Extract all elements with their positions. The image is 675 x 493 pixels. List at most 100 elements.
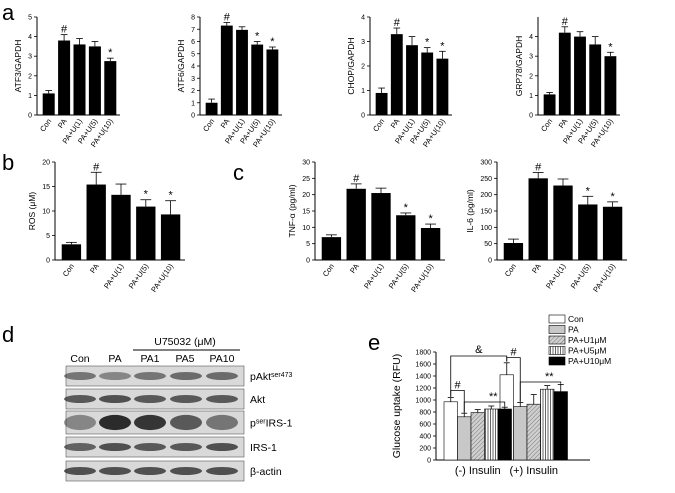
significance-mark: *: [610, 191, 615, 203]
significance-mark: *: [404, 202, 409, 214]
blot-row-label: β-actin: [250, 466, 282, 478]
blot-band: [206, 414, 238, 431]
blot-band: [99, 414, 131, 431]
legend-label: PA+U10μM: [568, 356, 611, 366]
blot-band: [206, 443, 238, 451]
significance-mark: *: [144, 189, 149, 201]
y-axis-label: CHOP/GAPDH: [346, 37, 356, 94]
blot-band: [170, 372, 202, 380]
significance-mark: #: [562, 16, 569, 28]
blot-band: [134, 467, 166, 475]
bar-Con: [375, 92, 388, 115]
y-tick-label: 20: [302, 192, 310, 199]
bar-PA: [390, 34, 403, 115]
y-tick-label: 15: [42, 184, 50, 191]
x-tick-label: PA: [219, 117, 232, 130]
x-tick-label: PA+U(1): [102, 262, 126, 291]
y-tick-label: 5: [46, 233, 50, 240]
bar-Con: [42, 93, 55, 115]
y-tick-label: 2: [28, 73, 32, 80]
x-tick-label: PA+U(5): [569, 262, 593, 291]
blot-band: [206, 372, 238, 380]
treatment-header: U75032 (μM): [154, 336, 216, 348]
bar-Con: [543, 94, 556, 115]
significance-mark: #: [394, 17, 401, 29]
bar-PA+U(10): [266, 49, 279, 115]
bar-PA: [558, 32, 571, 115]
y-tick-label: 100: [480, 225, 492, 232]
bar-PA+U(1): [371, 193, 391, 260]
label-superscript: ser: [256, 418, 266, 425]
comparison-line-neg-treat: [463, 401, 506, 413]
x-tick-label: PA+U(1): [362, 262, 386, 291]
y-axis-label: ATF6/GAPDH: [176, 40, 186, 93]
y-tick-label: 50: [484, 241, 492, 248]
lane-label-pa: PA: [108, 353, 121, 365]
legend-label: PA: [568, 325, 579, 335]
blot-band: [99, 443, 131, 451]
y-tick-label: 10: [302, 225, 310, 232]
blot-band: [134, 395, 166, 403]
legend-swatch: [548, 335, 566, 345]
label-superscript: ser473: [271, 372, 293, 379]
bar-PA: [58, 40, 71, 115]
bar-PA: [220, 25, 233, 116]
chart-tnfa: 0 5 10 15 20 25 30 TNF-α (pg/ml) Con # PA PA+U(1) * P…: [287, 160, 445, 294]
bar-PA+U(5): [136, 206, 156, 260]
legend-swatch: [548, 314, 566, 324]
significance-mark: *: [586, 185, 591, 197]
significance-ampersand: &: [475, 344, 483, 356]
blot-row-label: Akt: [250, 394, 265, 406]
label-prefix: p: [250, 418, 256, 430]
western-blot: Con PA PA1 PA5 PA10 U75032 (μM) pAktser4…: [64, 336, 293, 482]
y-tick-label: 4: [361, 15, 365, 22]
significance-mark: *: [425, 37, 430, 49]
group-label: (-) Insulin: [455, 465, 501, 477]
label-main: β-actin: [250, 466, 282, 478]
x-tick-label: PA+U(10): [591, 262, 617, 294]
x-tick-label: Con: [539, 117, 554, 133]
significance-mark: *: [608, 41, 613, 53]
significance-mark: #: [224, 12, 231, 24]
x-tick-label: Con: [371, 117, 386, 133]
y-tick-label: 250: [480, 176, 492, 183]
y-tick-label: 10: [42, 209, 50, 216]
x-tick-label: PA: [389, 117, 402, 130]
significance-hash-pos: #: [510, 347, 517, 359]
bar-PA+U(10): [602, 206, 623, 260]
y-axis-label: ATF3/GAPDH: [13, 40, 23, 93]
x-tick-label: PA: [348, 262, 361, 275]
bar-PA+U(10): [436, 58, 449, 115]
bar-PA+U(10): [104, 61, 117, 115]
blot-band: [170, 467, 202, 475]
significance-double-star: **: [489, 391, 498, 403]
lane-label-con: Con: [70, 353, 89, 365]
y-axis-label: Glucose uptake (RFU): [391, 354, 403, 458]
lane-label-pa10: PA10: [210, 353, 235, 365]
y-tick-label: 200: [419, 446, 431, 453]
y-tick-label: 1800: [415, 350, 431, 357]
y-tick-label: 1000: [415, 398, 431, 405]
bar-PA+U(1): [73, 44, 86, 115]
significance-double-star-pos: **: [545, 371, 554, 383]
y-tick-label: 15: [302, 209, 310, 216]
legend-swatch: [548, 346, 566, 355]
blot-row-label: pAktser473: [250, 371, 293, 383]
panel-letter-b: b: [2, 150, 14, 175]
y-tick-label: 8: [191, 15, 195, 22]
bar-PA+U5μM: [540, 388, 555, 461]
bar-PA+U1μM: [526, 403, 541, 461]
chart-chop: 01234CHOP/GAPDHCon#PAPA+U(1)*PA+U(5)*PA+…: [346, 15, 452, 149]
significance-mark: *: [270, 36, 275, 48]
x-tick-label: PA+U(10): [409, 262, 435, 294]
y-tick-label: 1200: [415, 386, 431, 393]
bar-PA: [513, 406, 528, 461]
blot-row-label: pserIRS-1: [250, 418, 293, 430]
legend-label: PA+U5μM: [568, 346, 607, 356]
significance-mark: #: [535, 161, 542, 173]
y-tick-label: 2: [529, 73, 533, 80]
x-tick-label: Con: [321, 262, 336, 278]
bar-PA+U(1): [553, 185, 573, 260]
